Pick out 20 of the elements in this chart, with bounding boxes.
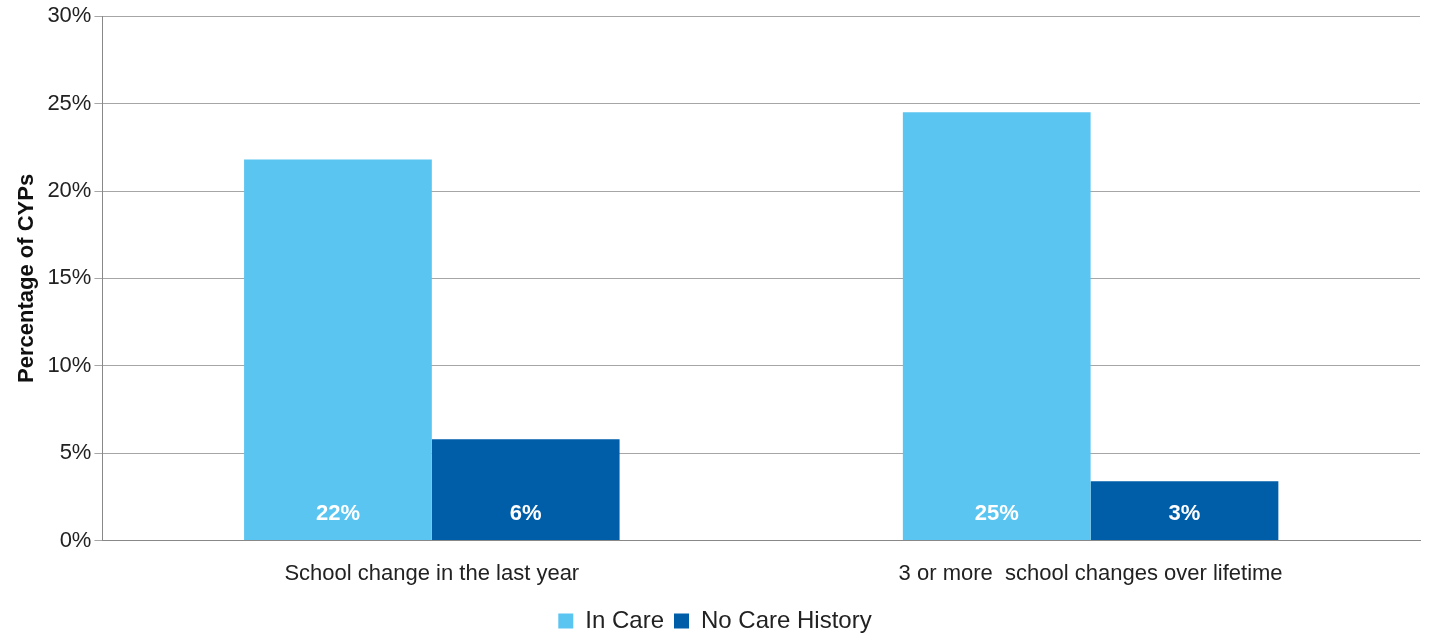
- data-label: 22%: [315, 500, 360, 526]
- bar: [902, 112, 1091, 541]
- y-tick-label: 25%: [47, 89, 92, 115]
- y-tick-label: 30%: [47, 2, 92, 28]
- y-tick-label: 15%: [47, 264, 92, 290]
- legend-label: No Care History: [701, 605, 872, 633]
- y-axis-title: Percentage of CYPs: [13, 173, 39, 383]
- bar: [1090, 481, 1279, 541]
- bar: [431, 439, 620, 541]
- y-tick-label: 0%: [59, 526, 92, 552]
- x-tick-label: 3 or more school changes over lifetime: [898, 559, 1283, 585]
- x-tick-label: School change in the last year: [284, 559, 580, 585]
- data-label: 25%: [974, 500, 1019, 526]
- y-tick-label: 5%: [59, 439, 92, 465]
- y-tick-label: 10%: [47, 351, 92, 377]
- y-tick-label: 20%: [47, 177, 92, 203]
- data-label: 6%: [509, 500, 542, 526]
- legend-label: In Care: [585, 605, 664, 633]
- data-label: 3%: [1168, 500, 1201, 526]
- bar: [244, 159, 432, 541]
